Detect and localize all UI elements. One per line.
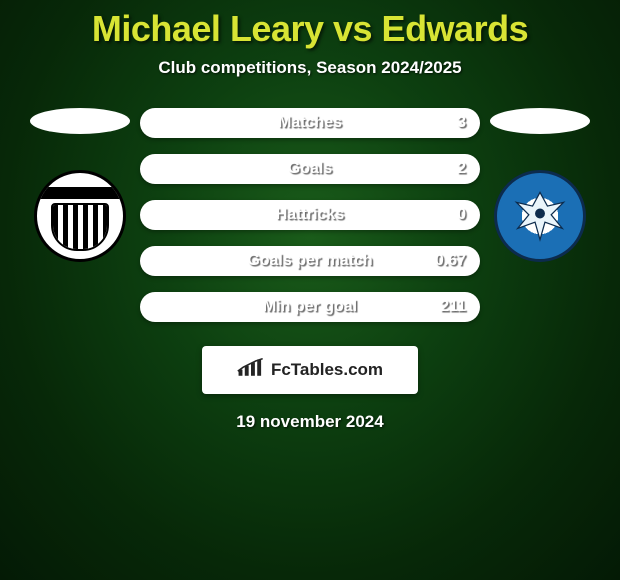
bar-chart-icon [237, 358, 265, 383]
stats-column: Matches 3 Goals 2 Hattricks 0 Goals per … [140, 100, 480, 322]
stat-label-matches: Matches [278, 114, 342, 132]
stat-label-goals: Goals [288, 160, 332, 178]
stat-label-gpm: Goals per match [247, 252, 372, 270]
brand-card: FcTables.com [202, 346, 418, 394]
stat-label-hattricks: Hattricks [276, 206, 344, 224]
stat-row-hattricks: Hattricks 0 [140, 200, 480, 230]
page-title: Michael Leary vs Edwards [8, 8, 612, 50]
club-badge-left [34, 170, 126, 262]
footer-date: 19 november 2024 [8, 412, 612, 432]
stat-right-goals: 2 [457, 160, 466, 178]
stat-row-goals: Goals 2 [140, 154, 480, 184]
player-left-column [24, 100, 136, 262]
comparison-area: Matches 3 Goals 2 Hattricks 0 Goals per … [8, 100, 612, 322]
stat-row-gpm: Goals per match 0.67 [140, 246, 480, 276]
player-right-avatar [490, 108, 590, 134]
stat-right-matches: 3 [457, 114, 466, 132]
brand-text: FcTables.com [271, 360, 383, 380]
stat-row-mpg: Min per goal 211 [140, 292, 480, 322]
club-badge-right [494, 170, 586, 262]
page-subtitle: Club competitions, Season 2024/2025 [8, 58, 612, 78]
stat-right-mpg: 211 [440, 298, 466, 316]
stat-label-mpg: Min per goal [263, 298, 357, 316]
player-left-avatar [30, 108, 130, 134]
stat-row-matches: Matches 3 [140, 108, 480, 138]
player-right-column [484, 100, 596, 262]
stat-right-gpm: 0.67 [435, 252, 466, 270]
stat-right-hattricks: 0 [457, 206, 466, 224]
eagle-icon [509, 184, 571, 246]
